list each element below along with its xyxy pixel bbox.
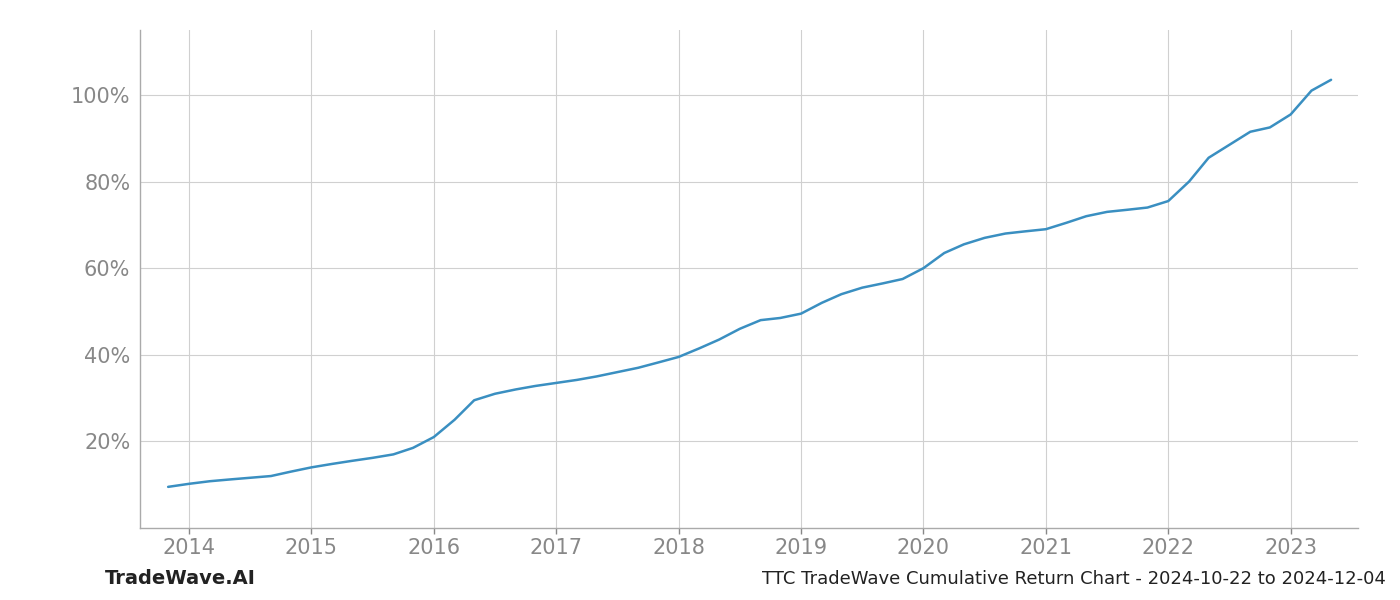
Text: TradeWave.AI: TradeWave.AI bbox=[105, 569, 256, 588]
Text: TTC TradeWave Cumulative Return Chart - 2024-10-22 to 2024-12-04: TTC TradeWave Cumulative Return Chart - … bbox=[762, 570, 1386, 588]
